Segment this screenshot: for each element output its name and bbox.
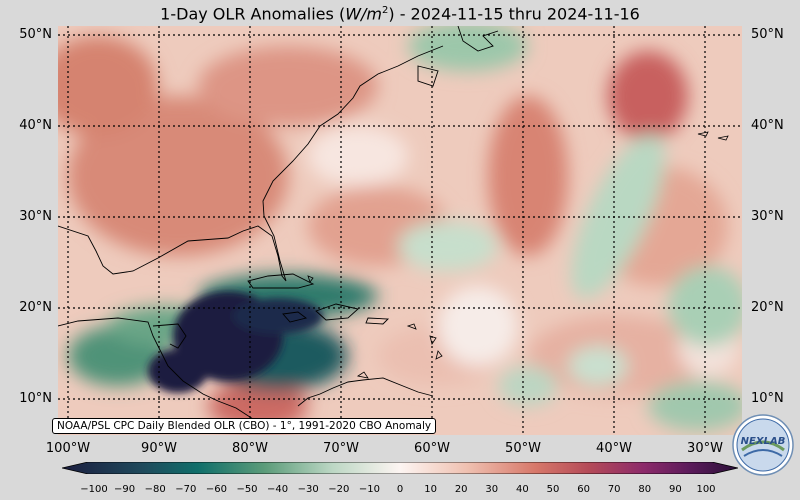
colorbar-tick-label: −90 <box>114 484 136 495</box>
lat-label-right: 20°N <box>751 300 784 315</box>
colorbar-tick-label: 10 <box>424 484 437 495</box>
islands <box>307 131 729 379</box>
colorbar-tick-label: −30 <box>297 484 319 495</box>
lon-label: 30°W <box>687 441 723 456</box>
lat-label-right: 40°N <box>751 118 784 133</box>
colorbar-tick-label: −20 <box>328 484 350 495</box>
colorbar-tick-label: −100 <box>80 484 108 495</box>
colorbar-tick-label: 80 <box>638 484 652 495</box>
lat-label-left: 50°N <box>19 27 52 42</box>
lat-label-left: 10°N <box>19 391 52 406</box>
anomaly-core <box>148 291 323 393</box>
lat-label-right: 30°N <box>751 209 784 224</box>
data-source-note: NOAA/PSL CPC Daily Blended OLR (CBO) - 1… <box>52 418 437 434</box>
lon-label: 50°W <box>505 441 541 456</box>
colorbar-tick-label: 20 <box>454 484 468 495</box>
colorbar-tick-label: 40 <box>516 484 529 495</box>
lon-label: 90°W <box>141 441 177 456</box>
lon-label: 60°W <box>414 441 450 456</box>
logo-text: NEXLAB <box>741 436 786 447</box>
colorbar-tick-label: 100 <box>696 484 716 495</box>
colorbar-tick-label: 70 <box>607 484 621 495</box>
lat-label-right: 10°N <box>751 391 784 406</box>
lon-label: 100°W <box>45 441 91 456</box>
lat-label-left: 30°N <box>19 209 52 224</box>
lon-label: 80°W <box>232 441 268 456</box>
lon-label: 40°W <box>596 441 632 456</box>
coastlines <box>58 26 499 432</box>
map-title: 1-Day OLR Anomalies (W/m2) - 2024-11-15 … <box>160 4 640 24</box>
colorbar-tick-label: 0 <box>396 484 404 495</box>
nexlab-logo-icon: NEXLAB <box>732 414 794 476</box>
colorbar-tick-label: −40 <box>267 484 289 495</box>
colorbar-tick-label: −50 <box>236 484 258 495</box>
colorbar-tick-label: 90 <box>669 484 682 495</box>
colorbar-tick-label: 50 <box>546 484 560 495</box>
lat-label-left: 20°N <box>19 300 52 315</box>
graticule <box>58 26 742 435</box>
colorbar-tick-label: −80 <box>144 484 166 495</box>
colorbar-tick-label: 30 <box>485 484 499 495</box>
colorbar-tick-label: −70 <box>175 484 197 495</box>
lat-label-left: 40°N <box>19 118 52 133</box>
olr-anomaly-map <box>58 26 742 435</box>
colorbar <box>62 462 738 474</box>
colorbar-tick-label: −10 <box>358 484 380 495</box>
colorbar-tick-label: 60 <box>577 484 590 495</box>
lat-label-right: 50°N <box>751 27 784 42</box>
lon-label: 70°W <box>323 441 359 456</box>
colorbar-tick-label: −60 <box>205 484 227 495</box>
